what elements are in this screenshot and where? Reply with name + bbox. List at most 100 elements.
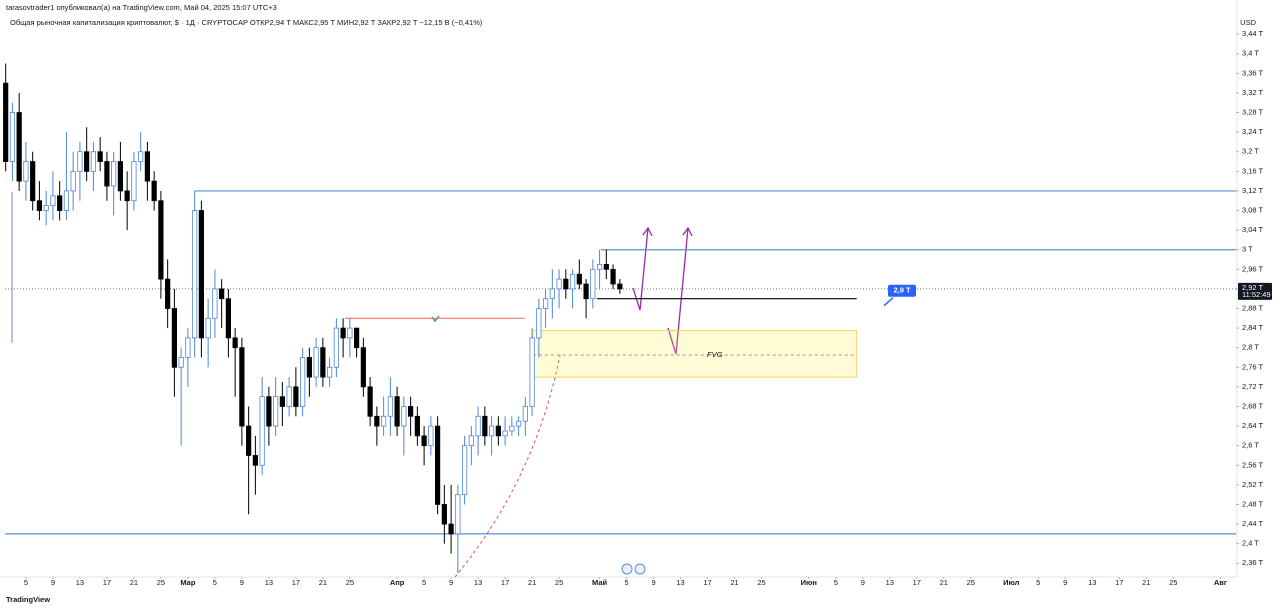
- candle-up: [70, 170, 76, 192]
- candle-down: [414, 415, 420, 437]
- candle-up: [178, 357, 184, 368]
- candle-down: [374, 415, 380, 427]
- y-tick-label: 3,16 T: [1242, 166, 1264, 175]
- candle-down: [252, 455, 258, 466]
- x-tick-label: 25: [1169, 578, 1177, 587]
- candle-up: [192, 210, 198, 339]
- event-icon[interactable]: [634, 563, 646, 575]
- x-tick-label: Май: [592, 578, 608, 587]
- candle-up: [401, 406, 407, 427]
- y-tick-label: 2,4 T: [1242, 539, 1259, 548]
- y-tick-label: 2,68 T: [1242, 401, 1264, 410]
- candle-up: [455, 494, 461, 535]
- x-tick-label: Июл: [1003, 578, 1020, 587]
- x-tick-label: 13: [676, 578, 684, 587]
- candle-down: [97, 151, 103, 162]
- x-tick-label: 9: [861, 578, 865, 587]
- fvg-zone: [532, 330, 858, 378]
- candle-down: [563, 278, 569, 290]
- candle-down: [306, 357, 312, 378]
- candle-down: [354, 327, 360, 349]
- y-tick-label: 3,2 T: [1242, 147, 1259, 156]
- candle-down: [198, 210, 204, 339]
- x-tick-label: 5: [422, 578, 426, 587]
- x-tick-label: 5: [624, 578, 628, 587]
- x-tick-label: 17: [292, 578, 300, 587]
- x-tick-label: 25: [967, 578, 975, 587]
- y-tick-label: 2,88 T: [1242, 303, 1264, 312]
- candle-down: [144, 151, 151, 182]
- candle-down: [408, 406, 414, 417]
- candle-up: [77, 151, 83, 172]
- price-tag-label: 2,92 T: [1242, 283, 1264, 292]
- candle-down: [30, 161, 36, 202]
- candle-down: [421, 435, 427, 447]
- candle-up: [488, 425, 495, 437]
- candle-down: [367, 386, 373, 417]
- fvg-label: FVG: [707, 350, 723, 359]
- candle-up: [462, 445, 468, 496]
- x-tick-label: 21: [130, 578, 138, 587]
- x-tick-label: 21: [528, 578, 536, 587]
- x-tick-label: 25: [555, 578, 563, 587]
- candle-down: [104, 161, 110, 187]
- target-label: 2,9 T: [893, 286, 911, 295]
- x-tick-label: 5: [834, 578, 838, 587]
- y-tick-label: 2,8 T: [1242, 343, 1259, 352]
- candle-up: [536, 308, 542, 339]
- candle-down: [293, 386, 299, 407]
- candle-up: [509, 425, 515, 432]
- candle-up: [313, 347, 319, 378]
- y-tick-label: 2,56 T: [1242, 460, 1264, 469]
- x-tick-label: 13: [1088, 578, 1096, 587]
- candle-up: [475, 415, 481, 437]
- event-icon[interactable]: [621, 563, 633, 575]
- candle-down: [246, 425, 252, 456]
- candle-up: [387, 396, 393, 417]
- price-timer: 11:52:49: [1242, 290, 1271, 299]
- x-tick-label: 9: [240, 578, 244, 587]
- candle-up: [90, 151, 97, 172]
- candle-down: [603, 264, 609, 270]
- x-tick-label: 25: [157, 578, 165, 587]
- x-tick-label: 17: [703, 578, 711, 587]
- candle-down: [435, 425, 441, 505]
- candle-up: [300, 357, 306, 407]
- y-tick-label: 2,84 T: [1242, 323, 1264, 332]
- y-tick-label: 2,64 T: [1242, 421, 1264, 430]
- candle-up: [428, 425, 434, 447]
- y-tick-label: 3,32 T: [1242, 88, 1264, 97]
- candle-down: [279, 396, 285, 407]
- candle-up: [50, 195, 56, 207]
- candle-down: [151, 180, 157, 202]
- price-tag: [1238, 282, 1272, 300]
- candle-up: [529, 337, 535, 407]
- y-tick-label: 3,36 T: [1242, 68, 1264, 77]
- candle-down: [482, 415, 488, 437]
- x-tick-label: Апр: [390, 578, 405, 587]
- header: tarasovtrader1 опубликовал(а) на Trading…: [6, 3, 277, 12]
- arrows: [632, 226, 693, 355]
- y-tick-label: 3,4 T: [1242, 49, 1259, 58]
- candle-down: [84, 151, 90, 172]
- candle-up: [273, 396, 279, 427]
- x-tick-label: 9: [651, 578, 655, 587]
- y-tick-label: 3,04 T: [1242, 225, 1264, 234]
- candle-down: [610, 268, 616, 285]
- candle-up: [286, 386, 292, 407]
- candle-down: [340, 327, 346, 339]
- candle-up: [43, 205, 49, 211]
- candle-down: [239, 347, 245, 427]
- candle-up: [333, 327, 339, 368]
- candle-down: [320, 347, 326, 378]
- candle-up: [205, 317, 211, 339]
- x-tick-label: 13: [886, 578, 894, 587]
- candle-down: [219, 288, 225, 300]
- candle-down: [448, 523, 454, 535]
- x-tick-label: 13: [265, 578, 273, 587]
- candle-down: [3, 82, 9, 162]
- candle-down: [165, 278, 171, 309]
- curve: [454, 354, 561, 578]
- candle-up: [556, 278, 562, 290]
- x-tick-label: Июн: [801, 578, 817, 587]
